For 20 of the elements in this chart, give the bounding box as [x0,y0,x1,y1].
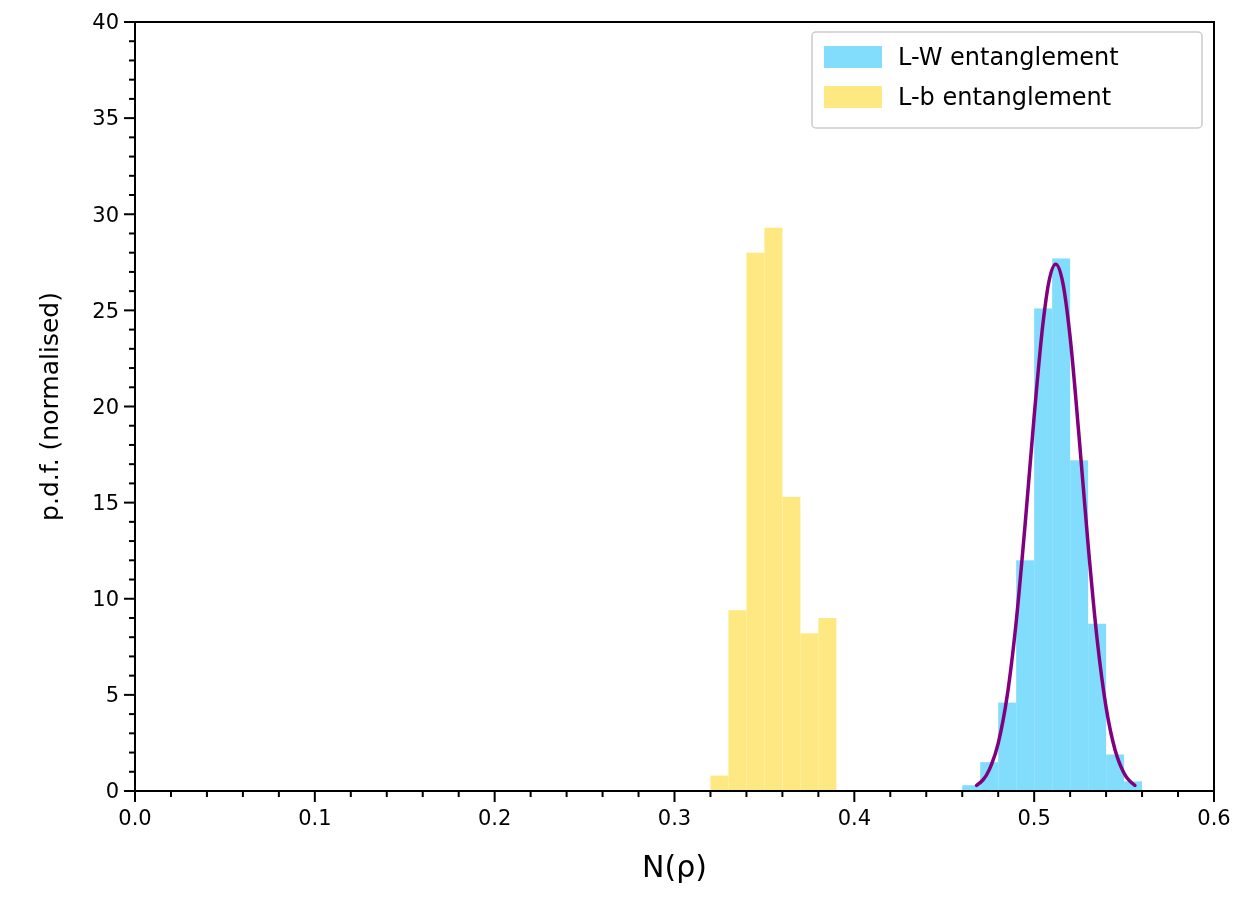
x-tick-label: 0.4 [837,806,872,830]
y-tick-label: 40 [92,10,119,35]
x-tick-label: 0.6 [1197,806,1231,830]
y-tick-label: 25 [92,298,119,323]
y-tick-label: 20 [92,394,119,419]
y-tick-label: 35 [92,106,119,131]
y-tick-label: 10 [92,587,119,612]
x-tick-label: 0.1 [298,806,332,830]
x-tick-label: 0.0 [118,806,152,830]
y-tick-label: 15 [92,490,119,515]
x-tick-label: 0.3 [657,806,692,830]
legend-label: L-W entanglement [898,43,1119,72]
legend-label: L-b entanglement [898,83,1112,112]
x-tick-label: 0.2 [477,806,512,830]
y-tick-label: 5 [105,683,119,708]
x-axis-title: N(ρ) [642,849,707,884]
x-tick-label: 0.5 [1017,806,1051,830]
y-axis-title: p.d.f. (normalised) [35,292,64,521]
y-tick-label: 30 [92,202,119,227]
y-tick-label: 0 [105,779,119,804]
